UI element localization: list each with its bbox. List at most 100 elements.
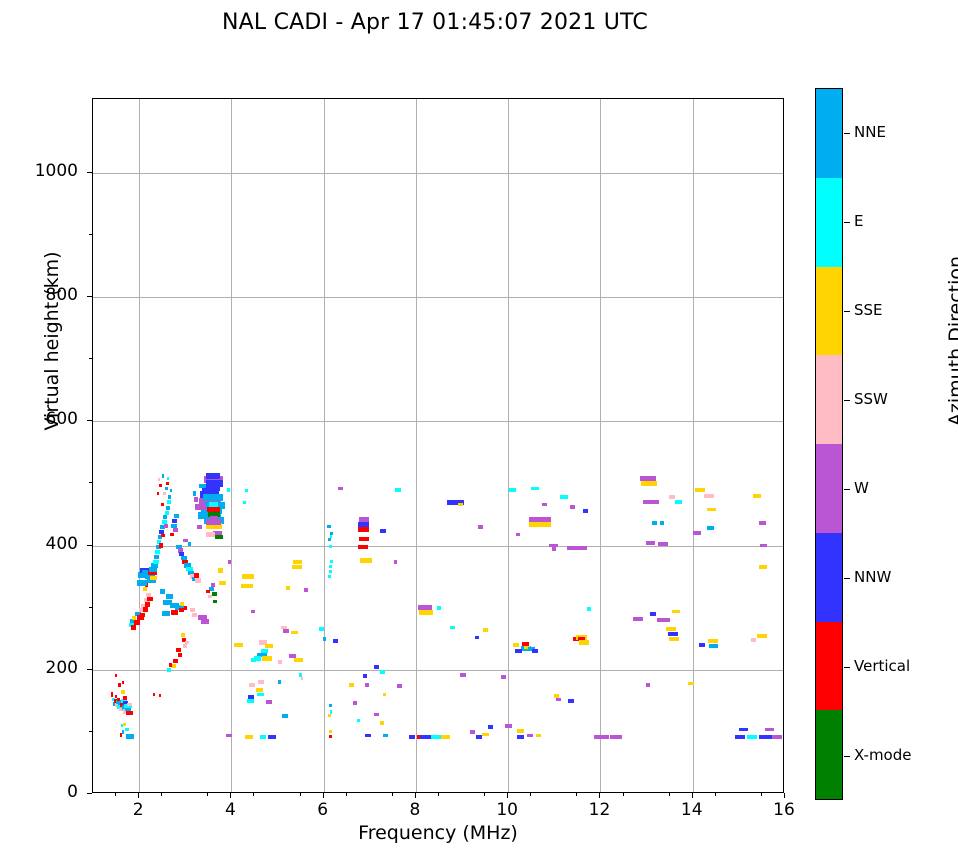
echo-marker [139,607,145,613]
echo-marker [182,605,187,610]
colorbar-label-nnw: NNW [854,567,892,586]
echo-marker [227,559,231,564]
echo-marker [135,611,141,617]
echo-marker [579,640,590,645]
colorbar-label-e: E [854,211,864,230]
echo-marker [121,705,128,710]
echo-marker [120,690,126,694]
x-tick [691,793,693,798]
colorbar-title: Azimuth Direction [945,255,958,427]
echo-marker [217,568,224,573]
colorbar-segment-nnw[interactable] [816,532,842,622]
echo-marker [578,636,585,641]
echo-marker [277,660,283,665]
echo-marker [418,610,433,615]
echo-marker [195,578,201,583]
echo-marker [177,548,184,553]
echo-marker [166,476,170,481]
echo-marker [358,544,369,549]
colorbar-segment-e[interactable] [816,177,842,267]
echo-marker [182,538,188,543]
echo-marker [529,516,551,522]
echo-marker [181,638,187,642]
echo-marker [163,600,173,606]
echo-marker [328,570,332,574]
echo-marker [382,692,387,697]
echo-marker [129,619,136,624]
echo-marker [164,511,169,516]
echo-marker [192,491,197,496]
echo-marker [163,515,167,519]
gridline-horizontal [93,545,783,547]
echo-marker [117,697,121,702]
echo-marker [133,620,141,625]
x-tick-label: 10 [496,800,518,820]
colorbar-tick [844,221,850,223]
echo-marker [173,659,178,663]
echo-marker [500,675,507,680]
x-tick-minor [438,793,439,796]
echo-marker [632,616,643,621]
echo-marker [750,638,757,642]
echo-marker [397,684,403,688]
echo-marker [699,643,705,647]
echo-marker [200,491,220,499]
gridline-horizontal [93,297,783,299]
colorbar-segment-ssw[interactable] [816,355,842,444]
gridline-vertical [415,99,417,792]
echo-marker [735,734,746,739]
echo-marker [277,680,282,685]
colorbar-segment-nne[interactable] [816,89,842,178]
echo-marker [118,701,124,706]
echo-marker [505,723,512,728]
y-tick-label: 0 [67,782,78,802]
echo-marker [475,734,483,739]
colorbar-segment-vertical[interactable] [816,621,842,711]
y-tick-minor [89,606,92,608]
echo-marker [206,589,211,594]
echo-marker [199,483,206,489]
echo-marker [136,580,147,586]
x-tick-label: 14 [680,800,703,820]
echo-marker [118,707,124,712]
x-tick-label: 4 [224,800,236,820]
echo-marker [148,570,157,576]
x-tick-minor [530,793,532,796]
colorbar-tick [844,755,850,757]
colorbar-tick [844,310,850,312]
y-tick-minor [89,482,92,484]
colorbar-segment-w[interactable] [816,444,842,533]
colorbar-segment-sse[interactable] [816,266,842,356]
echo-marker [257,692,264,697]
echo-marker [120,698,128,703]
echo-marker [186,566,193,572]
echo-marker [226,487,231,492]
echo-marker [747,734,758,739]
echo-marker [441,734,450,739]
colorbar[interactable] [815,88,843,800]
echo-marker [219,580,226,585]
echo-marker [298,672,302,677]
echo-marker [483,628,488,632]
echo-marker [146,577,156,583]
echo-marker [206,473,221,479]
colorbar-tick [844,132,850,134]
gridline-horizontal [93,172,783,174]
y-tick-label: 800 [45,285,78,306]
echo-marker [379,670,385,675]
colorbar-segment-x-mode[interactable] [816,710,842,799]
echo-marker [164,523,168,528]
echo-marker [450,625,455,630]
echo-marker [556,697,561,702]
echo-marker [176,648,181,652]
echo-marker [153,554,160,559]
echo-marker [195,503,206,511]
echo-marker [115,673,118,677]
echo-marker [570,505,575,509]
page-title: NAL CADI - Apr 17 01:45:07 2021 UTC [222,10,648,35]
echo-marker [292,564,302,569]
x-tick [138,793,140,798]
echo-marker [144,602,151,607]
plot-area[interactable] [92,98,784,793]
echo-marker [642,499,659,505]
